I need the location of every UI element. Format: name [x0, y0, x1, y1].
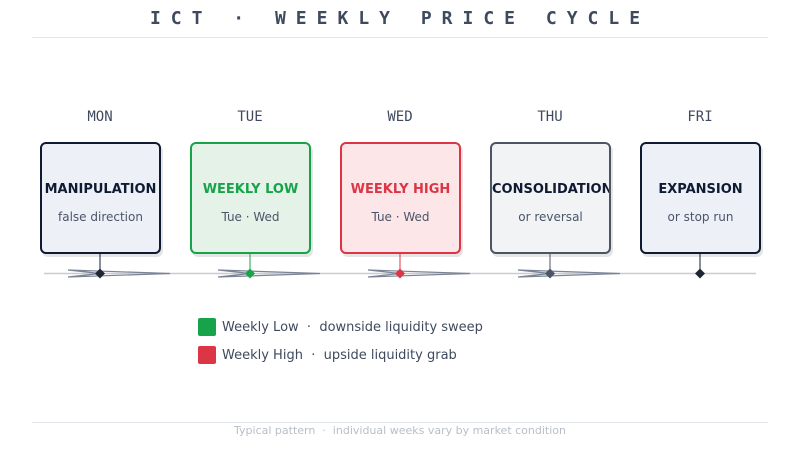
card-name: MANIPULATION — [44, 182, 157, 197]
day-label-fri: FRI — [687, 109, 713, 125]
day-label-thu: THU — [537, 109, 563, 125]
diamond-marker-icon — [245, 268, 255, 279]
timeline — [44, 252, 756, 279]
diamond-marker-icon — [95, 268, 105, 279]
day-label-tue: TUE — [237, 109, 263, 125]
card-name: WEEKLY LOW — [202, 182, 299, 197]
card-weekly-high: WEEKLY HIGH Tue · Wed — [340, 142, 461, 254]
diagram-title: ICT · WEEKLY PRICE CYCLE — [149, 8, 651, 29]
diamond-marker-icon — [395, 268, 405, 279]
card-subtitle: or stop run — [667, 210, 734, 224]
timeline-tick-mon — [67, 252, 171, 279]
card-manipulation: MANIPULATION false direction — [40, 142, 161, 254]
card-subtitle: Tue · Wed — [221, 210, 280, 224]
card-subtitle: false direction — [58, 210, 143, 224]
footnote: Typical pattern · individual weeks vary … — [234, 424, 566, 437]
diamond-marker-icon — [545, 268, 555, 279]
timeline-tick-tue — [217, 252, 321, 279]
card-expansion: EXPANSION or stop run — [640, 142, 761, 254]
legend-item-weekly-high: Weekly High · upside liquidity grab — [198, 346, 457, 364]
card-weekly-low: WEEKLY LOW Tue · Wed — [190, 142, 311, 254]
card-name: EXPANSION — [658, 182, 743, 197]
card-subtitle: Tue · Wed — [371, 210, 430, 224]
footer-divider — [32, 422, 768, 423]
legend-label: Weekly High · upside liquidity grab — [222, 347, 457, 363]
timeline-tick-thu — [517, 252, 621, 279]
diamond-marker-icon — [695, 268, 705, 279]
legend-swatch-green — [198, 318, 216, 336]
legend-item-weekly-low: Weekly Low · downside liquidity sweep — [198, 318, 483, 336]
card-consolidation: CONSOLIDATION or reversal — [490, 142, 611, 254]
legend-label: Weekly Low · downside liquidity sweep — [222, 319, 483, 335]
day-label-mon: MON — [87, 109, 113, 125]
card-name: CONSOLIDATION — [492, 182, 611, 197]
title-divider — [32, 37, 768, 38]
day-label-wed: WED — [387, 109, 413, 125]
card-name: WEEKLY HIGH — [350, 182, 451, 197]
card-subtitle: or reversal — [518, 210, 583, 224]
timeline-tick-fri — [695, 252, 705, 279]
legend-swatch-red — [198, 346, 216, 364]
timeline-tick-wed — [367, 252, 471, 279]
